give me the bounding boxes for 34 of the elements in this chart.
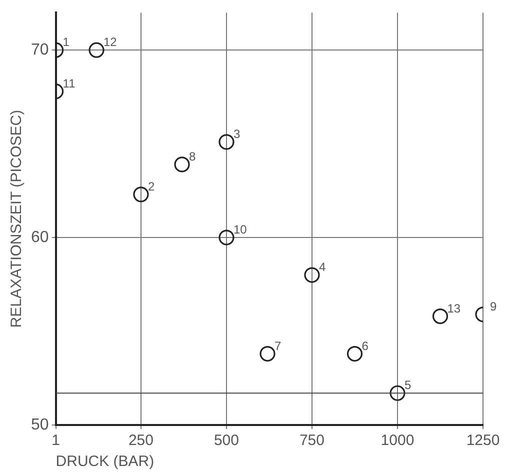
annotation: 5 [404,378,412,392]
point [174,156,190,172]
point [218,230,234,246]
annotation: 11 [62,76,76,90]
y-tick-label: 70 [31,41,49,58]
x-tick-label: 1250 [466,432,500,450]
annotation: 4 [318,260,326,274]
y-tick-label: 50 [31,416,49,434]
x-tick-label: 1 [52,432,60,450]
annotation: 10 [233,222,248,237]
y-tick-label: 60 [31,228,49,246]
x-tick-label: 500 [214,432,239,450]
point [304,267,320,283]
point [260,346,276,362]
x-tick-label: 750 [299,432,324,450]
annotation: 2 [148,179,155,194]
point [88,42,104,58]
y-axis-title: RELAXATIONSZEIT (PICOSEC) [8,110,26,328]
x-tick-label: 1000 [380,432,414,450]
point [346,346,363,362]
point [390,385,406,401]
annotation: 9 [490,299,497,314]
x-tick-label: 250 [128,432,154,450]
annotation: 13 [447,301,461,316]
point [432,308,448,324]
annotation: 7 [274,338,282,353]
annotation: 1 [62,35,70,50]
point [218,134,234,150]
annotation: 6 [362,338,369,353]
annotation: 8 [189,149,196,164]
annotation: 3 [233,126,240,141]
annotation: 12 [104,35,118,50]
point [133,186,149,202]
x-axis-title: DRUCK (BAR) [56,453,154,470]
